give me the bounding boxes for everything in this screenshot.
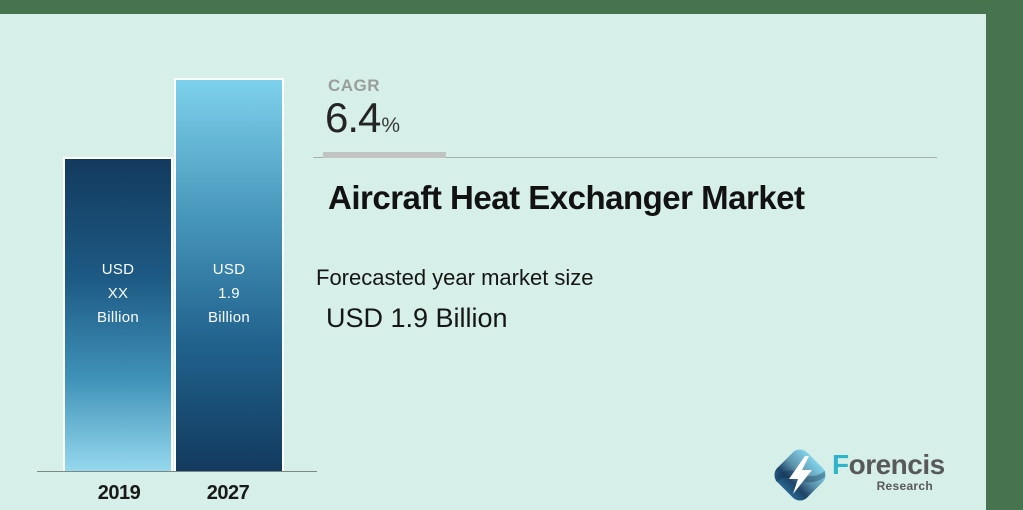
- forecast-value: USD 1.9 Billion: [326, 303, 508, 333]
- bar-2019: [63, 157, 173, 472]
- x-tick-2019: 2019: [97, 482, 141, 504]
- bar-2019-line-3: Billion: [96, 309, 140, 326]
- cagr-unit: %: [381, 114, 401, 137]
- cagr-value-row: 6.4 %: [325, 94, 400, 142]
- divider-line: [313, 157, 937, 158]
- bar-2027: [174, 78, 284, 472]
- cagr-label: CAGR: [328, 76, 381, 95]
- logo-letter-f: F: [832, 449, 849, 480]
- logo-subtext: Research: [876, 479, 933, 493]
- divider-accent-segment: [323, 152, 446, 158]
- bar-2027-line-1: USD: [212, 261, 246, 278]
- forencis-logo: Forencis Research: [768, 443, 945, 505]
- forecast-label: Forecasted year market size: [316, 265, 594, 290]
- x-axis-line: [37, 471, 317, 472]
- cagr-value: 6.4: [325, 94, 381, 141]
- bar-2027-line-3: Billion: [207, 309, 251, 326]
- bar-2019-value-label: USD XX Billion: [63, 258, 173, 330]
- bar-2019-line-1: USD: [101, 261, 135, 278]
- bar-2019-line-2: XX: [107, 285, 129, 302]
- logo-name-rest: orencis: [848, 449, 946, 480]
- bar-2027-value-label: USD 1.9 Billion: [174, 258, 284, 330]
- page-title: Aircraft Heat Exchanger Market: [328, 179, 805, 216]
- bar-2027-line-2: 1.9: [218, 285, 240, 302]
- logo-wordmark: Forencis: [832, 449, 945, 481]
- right-green-band: [986, 0, 1023, 510]
- top-green-band: [0, 0, 1023, 14]
- diamond-lightning-icon: [774, 449, 826, 501]
- x-tick-2027: 2027: [206, 482, 250, 504]
